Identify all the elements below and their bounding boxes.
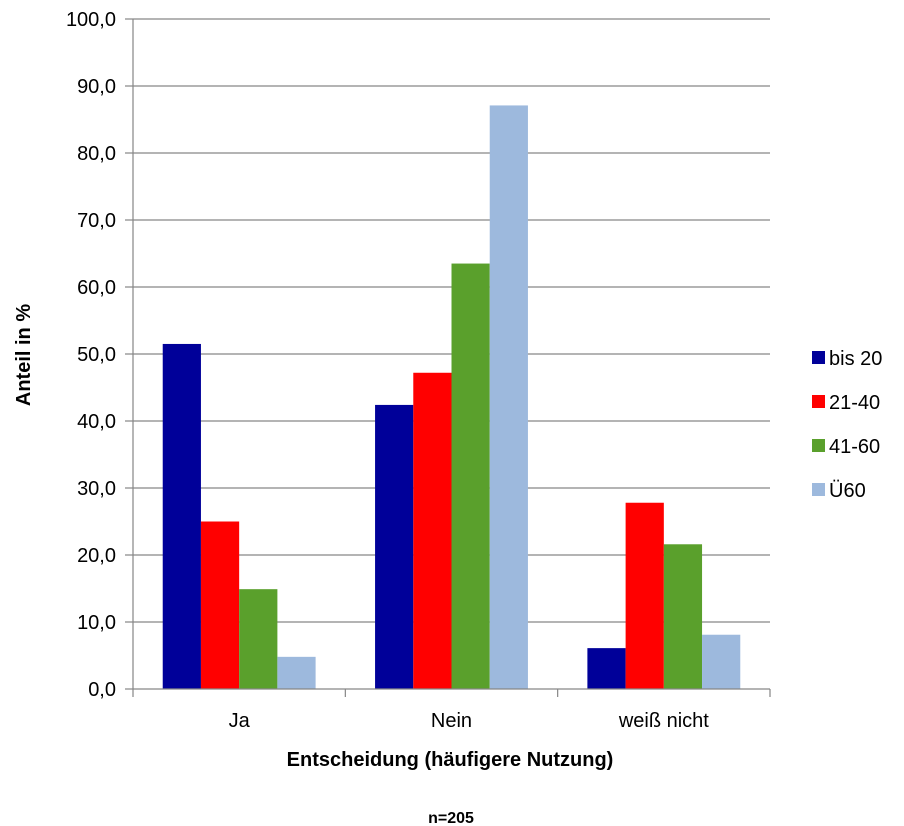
bar — [375, 404, 414, 689]
x-tick-labels: Ja Nein weiß nicht — [229, 710, 710, 732]
y-tick-label: 90,0 — [77, 76, 116, 98]
y-tick-label: 40,0 — [77, 411, 116, 433]
y-tick-label: 30,0 — [77, 478, 116, 500]
legend: bis 20 21-40 41-60 Ü60 — [812, 348, 882, 502]
y-tick-label: 10,0 — [77, 612, 116, 634]
bar — [587, 648, 626, 689]
x-tick-label: Ja — [229, 710, 251, 732]
y-tick-label: 60,0 — [77, 277, 116, 299]
legend-swatch — [812, 483, 825, 496]
axes — [125, 18, 771, 697]
y-tick-labels: 0,0 10,0 20,0 30,0 40,0 50,0 60,0 70,0 80,0 90,0 1… — [66, 9, 116, 701]
x-axis-title: Entscheidung (häufigere Nutzung) — [287, 749, 614, 771]
legend-swatch — [812, 395, 825, 408]
bar — [413, 372, 452, 689]
y-tick-label: 0,0 — [88, 679, 116, 701]
bar — [239, 589, 278, 689]
sample-size-note: n=205 — [428, 810, 474, 826]
y-tick-label: 50,0 — [77, 344, 116, 366]
legend-label: Ü60 — [829, 480, 866, 502]
bar — [200, 521, 240, 689]
legend-label: 41-60 — [829, 436, 880, 458]
legend-swatch — [812, 351, 825, 364]
y-tick-label: 100,0 — [66, 9, 116, 31]
bar — [625, 502, 664, 689]
bars — [162, 105, 741, 690]
x-tick-label: Nein — [431, 710, 472, 732]
bar — [451, 263, 490, 689]
bar — [277, 656, 316, 689]
y-tick-label: 20,0 — [77, 545, 116, 567]
y-tick-label: 70,0 — [77, 210, 116, 232]
legend-swatch — [812, 439, 825, 452]
bar — [663, 544, 703, 689]
legend-label: 21-40 — [829, 392, 880, 414]
y-axis-title: Anteil in % — [13, 304, 35, 406]
y-tick-label: 80,0 — [77, 143, 116, 165]
legend-label: bis 20 — [829, 348, 882, 370]
bar — [702, 634, 741, 689]
bar — [489, 105, 528, 690]
bar — [162, 343, 201, 689]
x-tick-label: weiß nicht — [618, 710, 709, 732]
